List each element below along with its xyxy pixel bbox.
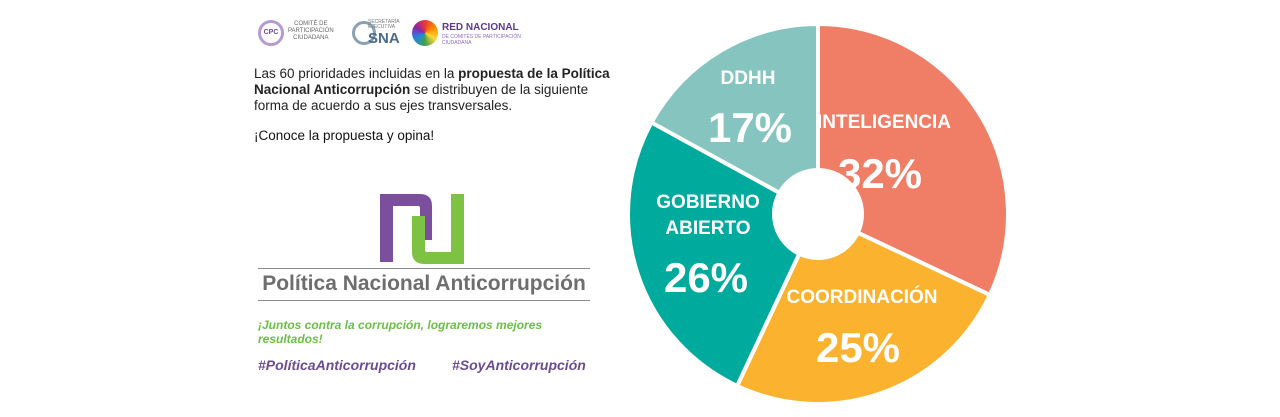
donut-hole bbox=[772, 168, 864, 260]
red-nacional-logo: RED NACIONAL DE COMITÉS DE PARTICIPACIÓN… bbox=[412, 18, 522, 48]
cpc-logo-line1: COMITÉ DE bbox=[294, 21, 328, 27]
slogan: ¡Juntos contra la corrupción, lograremos… bbox=[258, 318, 543, 346]
cpc-logo: CPC COMITÉ DE PARTICIPACIÓN CIUDADANA bbox=[258, 18, 348, 48]
red-nacional-line1: DE COMITÉS DE PARTICIPACIÓN bbox=[442, 34, 521, 40]
intro-bold: propuesta de la Política Nacional Antico… bbox=[254, 66, 610, 97]
slice-label: ABIERTO bbox=[665, 218, 750, 239]
sna-logo-circle bbox=[352, 21, 376, 45]
slice-label: DDHH bbox=[721, 68, 776, 89]
cpc-logo-line3: CIUDADANA bbox=[293, 35, 329, 41]
sna-logo: SECRETARÍA EJECUTIVA SNA bbox=[352, 18, 408, 48]
slice-label: INTELIGENCIA bbox=[817, 112, 951, 133]
pna-title: Política Nacional Anticorrupción bbox=[262, 272, 586, 295]
hashtag-soy[interactable]: #SoyAnticorrupción bbox=[452, 357, 586, 373]
pie-slice-ddhh bbox=[648, 21, 820, 218]
red-nacional-name: RED NACIONAL bbox=[442, 22, 519, 33]
intro-paragraph: Las 60 prioridades incluidas en la propu… bbox=[254, 66, 610, 113]
cpc-logo-badge: CPC bbox=[258, 20, 284, 46]
red-nacional-line2: CIUDADANA bbox=[442, 40, 472, 46]
slice-label: COORDINACIÓN bbox=[787, 286, 938, 308]
sna-logo-name: SNA bbox=[368, 30, 400, 47]
pie-slice-inteligencia bbox=[816, 21, 1010, 298]
pie-chart: INTELIGENCIA 32% COORDINACIÓN 25% GOBIERNO AB… bbox=[626, 21, 1010, 406]
hashtag-politica[interactable]: #PolíticaAnticorrupción bbox=[258, 357, 416, 373]
title-rule-bottom bbox=[258, 300, 590, 301]
slice-value-label: 25% bbox=[816, 324, 900, 371]
pie-slice-coordinación bbox=[734, 211, 993, 406]
slice-label: GOBIERNO bbox=[656, 192, 759, 213]
slice-value-label: 32% bbox=[838, 150, 922, 197]
title-rule-top bbox=[258, 268, 590, 269]
sna-logo-line1: SECRETARÍA bbox=[368, 19, 400, 25]
call-to-action: ¡Conoce la propuesta y opina! bbox=[254, 128, 435, 143]
slice-value-label: 17% bbox=[708, 104, 792, 151]
slice-value-label: 26% bbox=[664, 254, 748, 301]
sna-logo-line2: EJECUTIVA bbox=[368, 24, 396, 30]
pna-logo-icon bbox=[380, 194, 464, 264]
color-wheel-icon bbox=[412, 20, 438, 46]
cpc-logo-line2: PARTICIPACIÓN bbox=[288, 28, 334, 34]
